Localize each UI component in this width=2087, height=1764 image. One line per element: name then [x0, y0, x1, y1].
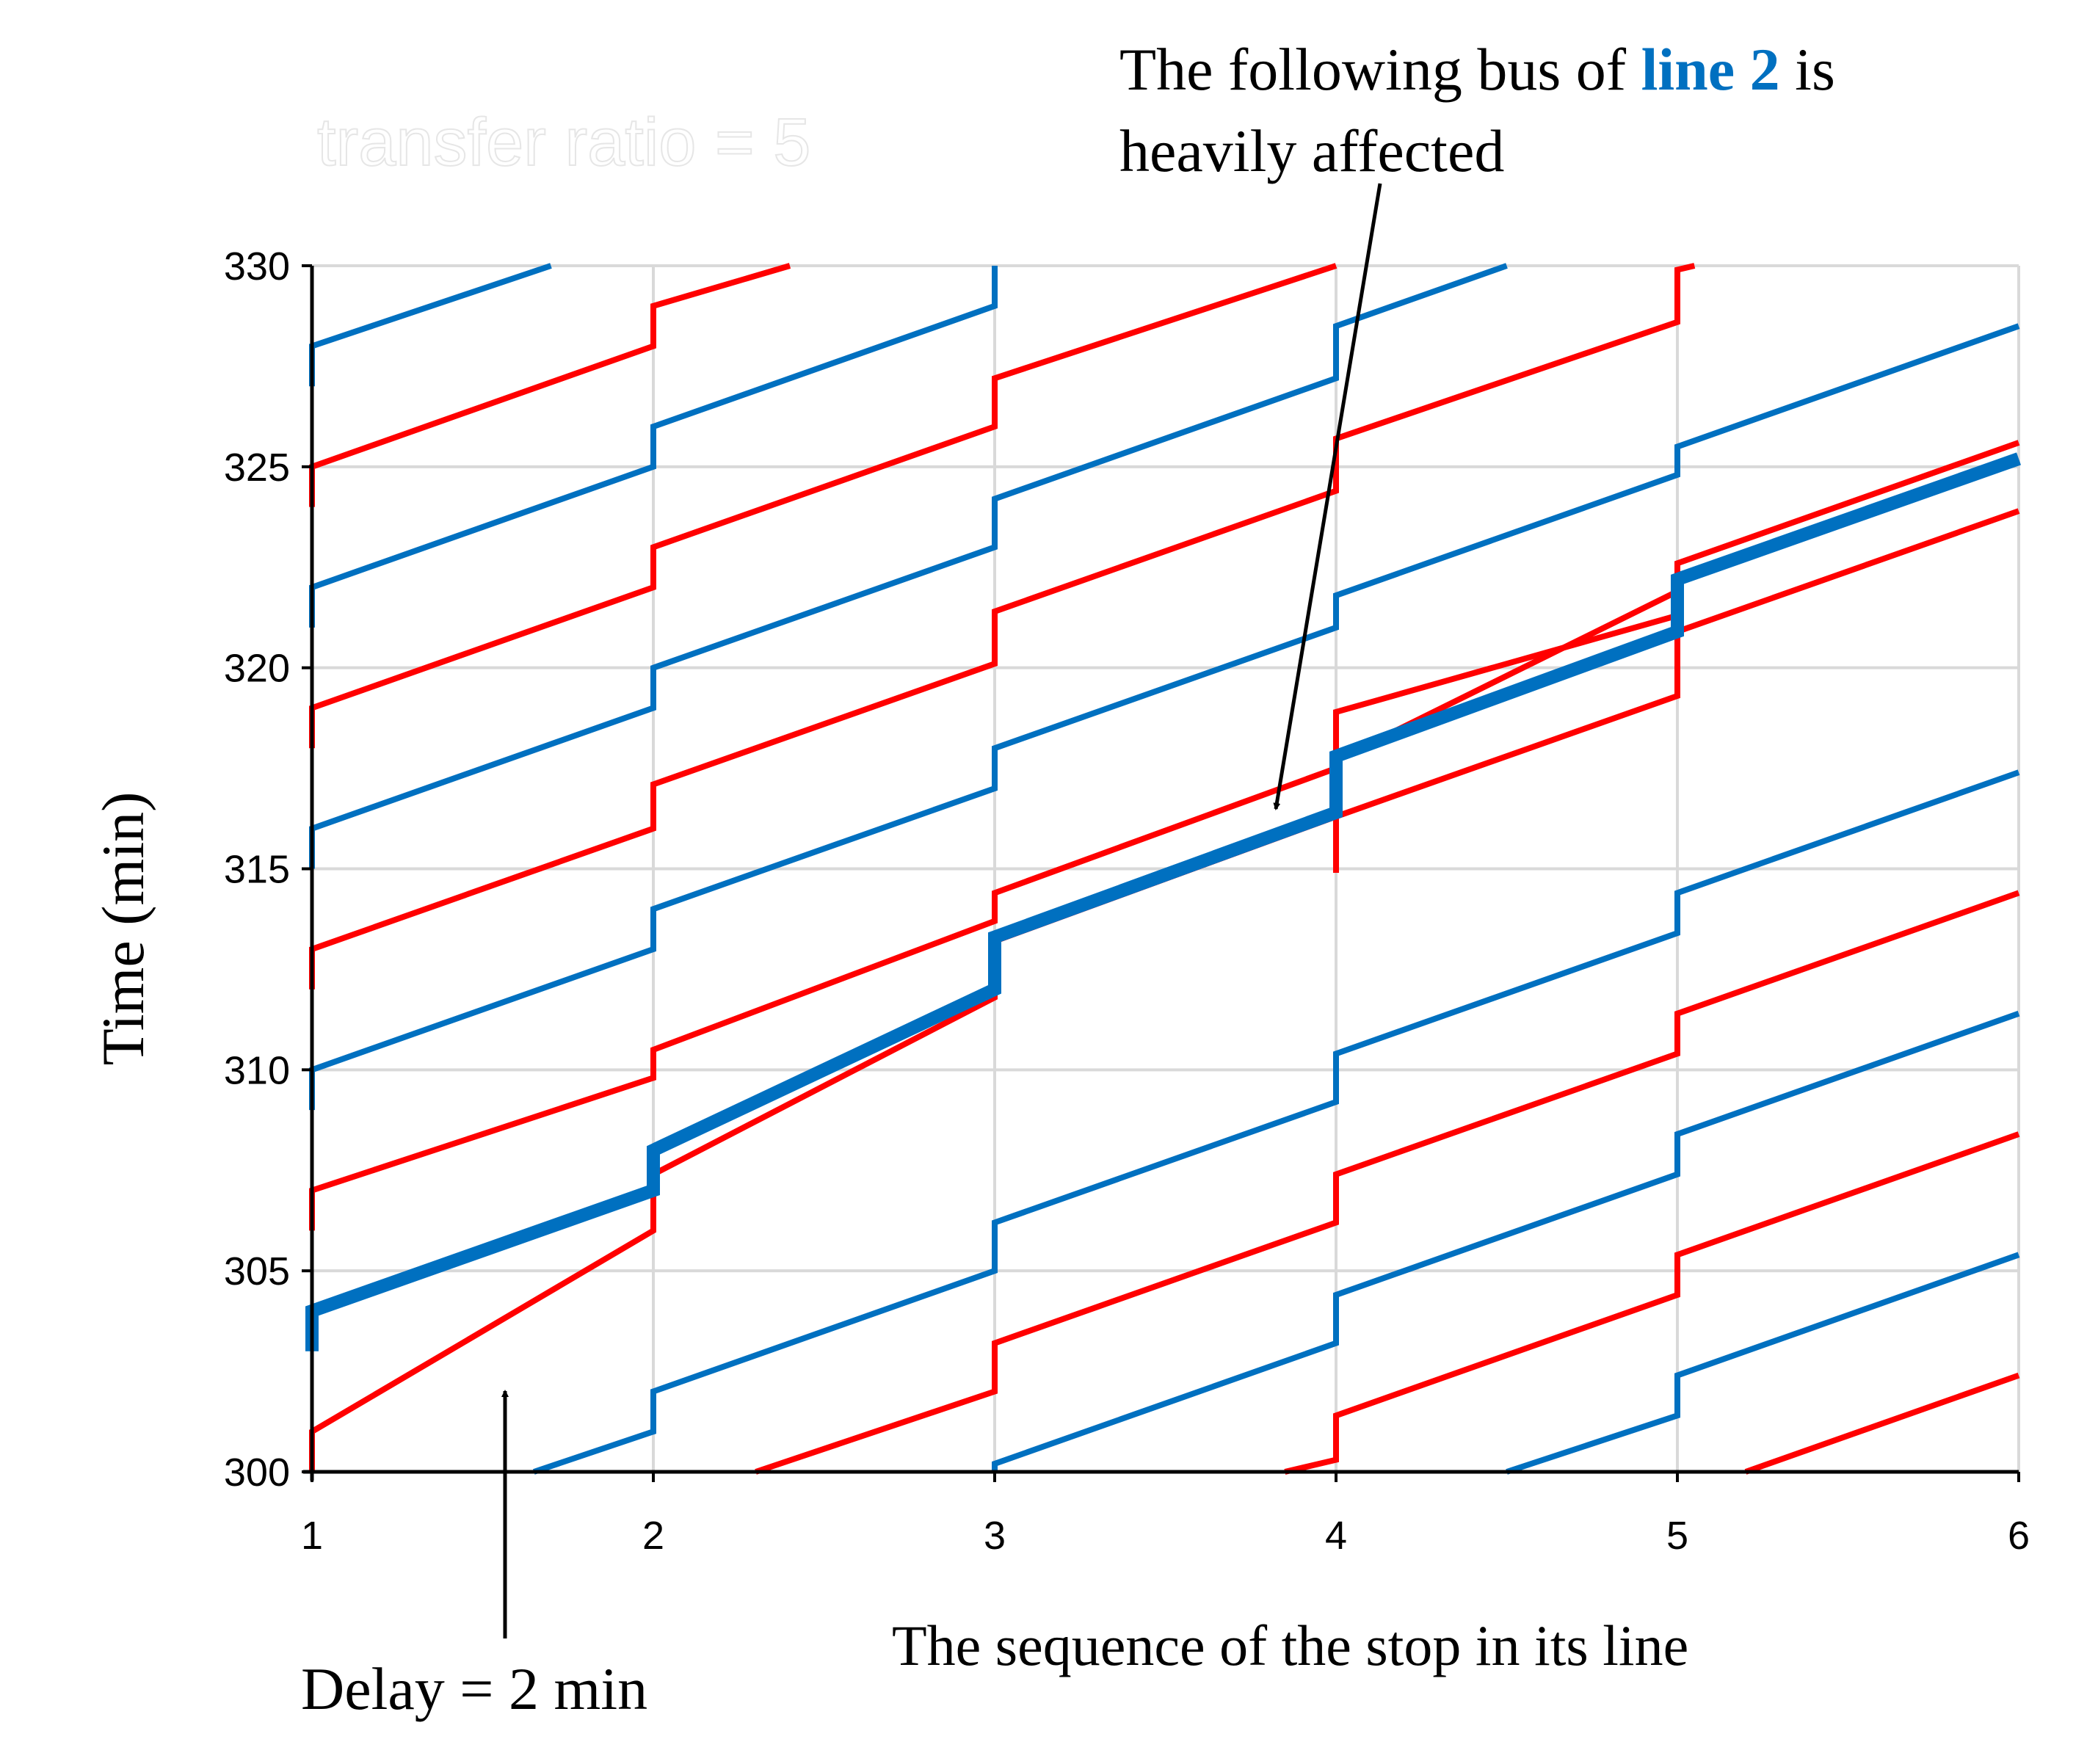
x-tick-label: 3	[984, 1514, 1006, 1558]
series-line2	[309, 263, 552, 387]
annotation-text-part-1: The following bus of	[1119, 36, 1641, 103]
annotation-line2-highlight: line 2	[1641, 36, 1780, 103]
series-line2	[309, 323, 2020, 1111]
series-line1	[309, 603, 1680, 1231]
y-tick-label: 310	[224, 1048, 290, 1092]
series-line1	[755, 890, 2020, 1475]
y-tick-label: 315	[224, 848, 290, 892]
y-tick-label: 300	[224, 1451, 290, 1495]
x-tick-label: 4	[1325, 1514, 1347, 1558]
series-line2	[309, 263, 1508, 869]
y-tick-label: 330	[224, 244, 290, 288]
tick-labels: 300 305 310 315 320 325 330 1 2 3 4 5 6	[224, 244, 2030, 1558]
axes	[302, 264, 2020, 1482]
series-line1	[1284, 1131, 2020, 1475]
y-tick-label: 320	[224, 647, 290, 691]
series-layer	[305, 263, 2021, 1475]
annotation-arrow-affected	[1273, 183, 1382, 810]
series-line1	[1333, 508, 2020, 873]
x-tick-label: 6	[2008, 1514, 2030, 1558]
series-line1	[1744, 1372, 2020, 1475]
x-tick-label: 2	[642, 1514, 664, 1558]
series-line2	[992, 1010, 2020, 1472]
annotation-delay: Delay = 2 min	[301, 1655, 647, 1722]
series-line1	[309, 440, 2020, 1472]
series-line1	[309, 263, 791, 507]
y-tick-label: 305	[224, 1249, 290, 1293]
chart-title: transfer ratio = 5	[317, 105, 810, 180]
annotation-heavily-affected: heavily affected	[1119, 117, 1504, 184]
x-tick-label: 5	[1666, 1514, 1688, 1558]
series-line2-highlighted	[305, 452, 2021, 1351]
series-line2	[533, 769, 2020, 1475]
annotation-text-part-3: is	[1780, 36, 1835, 103]
series-line1	[309, 263, 1696, 990]
x-axis-label: The sequence of the stop in its line	[892, 1614, 1688, 1677]
y-axis-label: Time (min)	[90, 792, 156, 1066]
series-line1	[309, 263, 1338, 749]
x-tick-label: 1	[301, 1514, 323, 1558]
series-line2	[1506, 1252, 2020, 1475]
y-tick-label: 325	[224, 446, 290, 490]
annotation-following-bus: The following bus of line 2 is	[1119, 36, 1835, 103]
